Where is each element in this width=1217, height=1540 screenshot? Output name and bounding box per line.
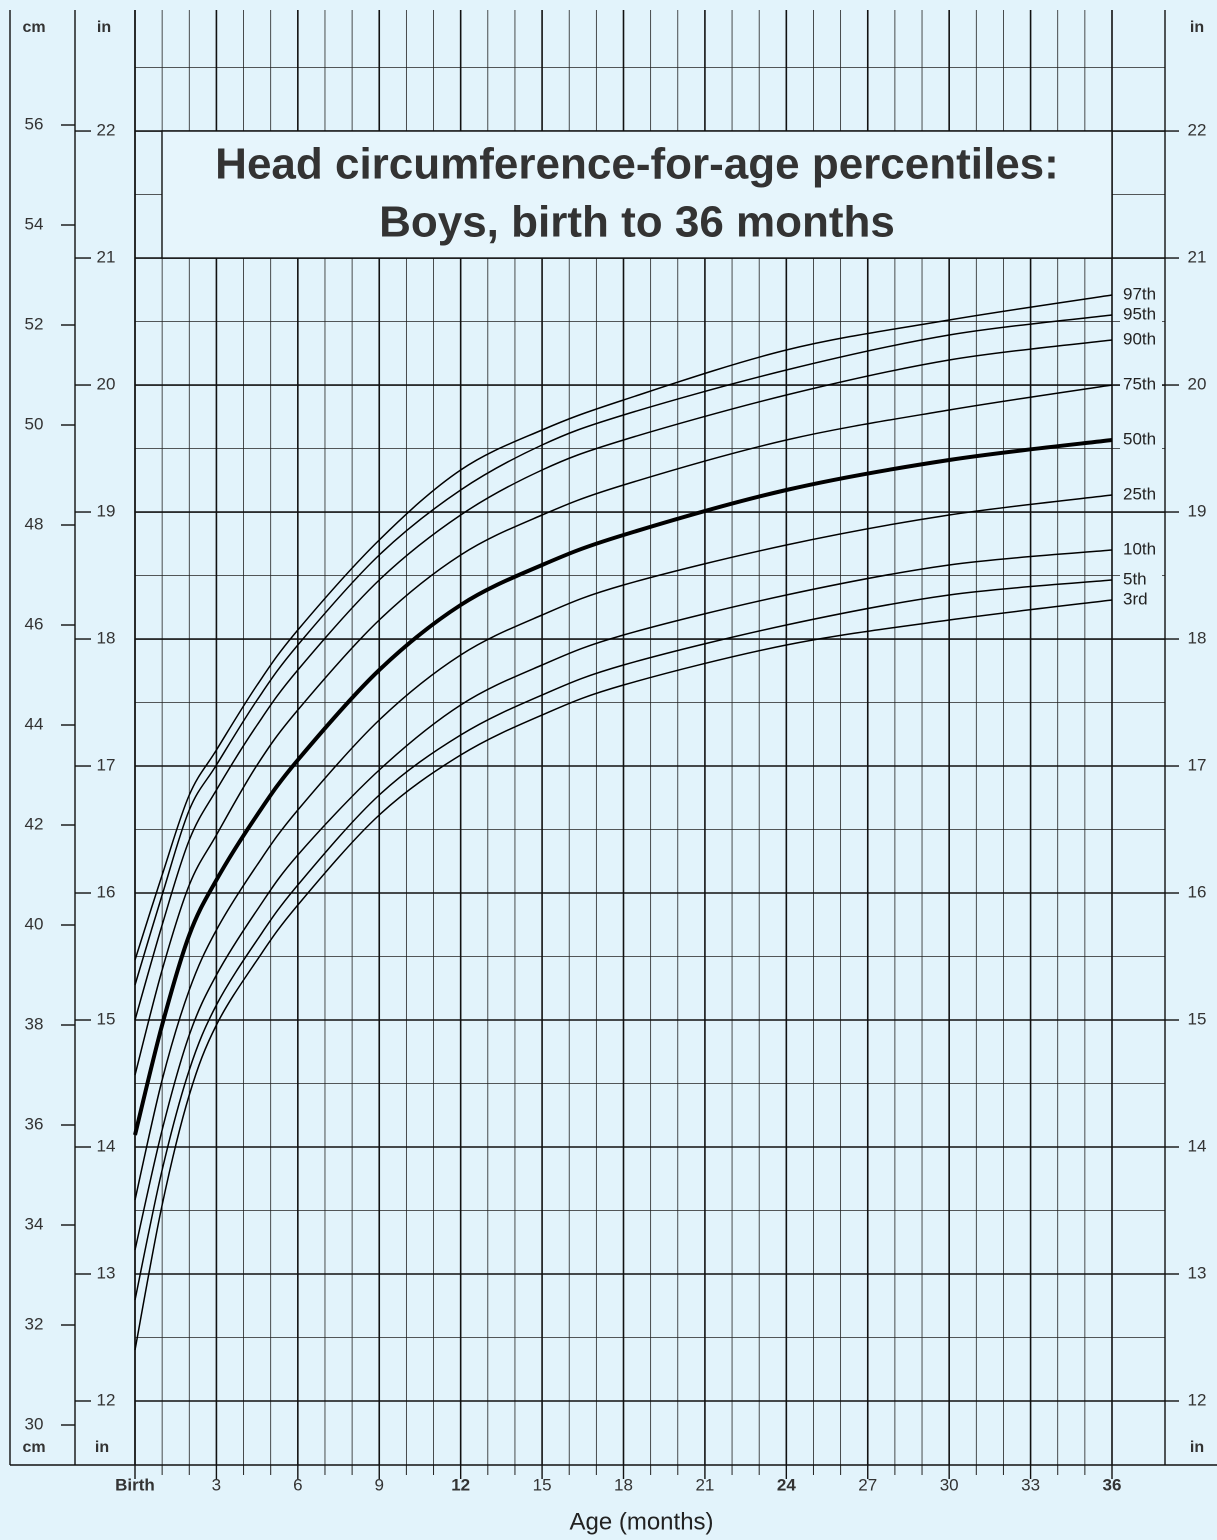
percentile-curve bbox=[133, 438, 1113, 1136]
series-label-bg bbox=[1120, 375, 1162, 395]
unit-in-bottom-right: in bbox=[1190, 1439, 1204, 1456]
x-tick-label: 21 bbox=[695, 1475, 714, 1494]
chart-subtitle: Boys, birth to 36 months bbox=[379, 198, 895, 247]
series-label-bg bbox=[1120, 540, 1162, 560]
x-tick-label: 12 bbox=[451, 1475, 470, 1494]
y2-tick-label-left: 14 bbox=[97, 1136, 116, 1155]
y2-tick-label-right: 20 bbox=[1188, 375, 1207, 394]
y2-tick-label-right: 15 bbox=[1188, 1009, 1207, 1028]
percentile-curve bbox=[134, 599, 1113, 1351]
unit-in-top-left: in bbox=[97, 19, 111, 36]
series-label: 95th bbox=[1123, 304, 1156, 323]
x-tick-label: 27 bbox=[858, 1475, 877, 1494]
series-label: 50th bbox=[1123, 429, 1156, 448]
y2-tick-label-left: 16 bbox=[97, 882, 116, 901]
y2-tick-label-right: 12 bbox=[1188, 1390, 1207, 1409]
x-tick-label: 3 bbox=[212, 1475, 221, 1494]
y2-tick-label-right: 13 bbox=[1188, 1263, 1207, 1282]
y2-tick-label-right: 16 bbox=[1188, 882, 1207, 901]
y-tick-label: 42 bbox=[25, 814, 44, 833]
unit-cm-bottom: cm bbox=[22, 1439, 45, 1456]
y2-tick-label-left: 12 bbox=[97, 1390, 116, 1409]
y2-tick-label-left: 13 bbox=[97, 1263, 116, 1282]
unit-cm-top: cm bbox=[22, 19, 45, 36]
percentile-curve bbox=[134, 579, 1113, 1301]
percentile-curve bbox=[134, 549, 1113, 1251]
y2-tick-label-right: 14 bbox=[1188, 1136, 1207, 1155]
y-tick-label: 40 bbox=[25, 914, 44, 933]
x-tick-label: 9 bbox=[375, 1475, 384, 1494]
x-axis-label: Age (months) bbox=[569, 1508, 713, 1535]
x-tick-label: 36 bbox=[1103, 1475, 1122, 1494]
y2-tick-label-left: 18 bbox=[97, 628, 116, 647]
y-tick-label: 54 bbox=[25, 214, 44, 233]
x-tick-label: 15 bbox=[533, 1475, 552, 1494]
unit-in-top-right: in bbox=[1190, 19, 1204, 36]
y2-tick-label-right: 21 bbox=[1188, 248, 1207, 267]
chart-title: Head circumference-for-age percentiles: bbox=[215, 140, 1059, 189]
y2-tick-label-right: 22 bbox=[1188, 121, 1207, 140]
series-label: 90th bbox=[1123, 329, 1156, 348]
y2-tick-label-left: 21 bbox=[97, 248, 116, 267]
y2-tick-label-left: 22 bbox=[97, 121, 116, 140]
series-label-bg bbox=[1120, 330, 1162, 350]
x-tick-label: Birth bbox=[115, 1475, 155, 1494]
y2-tick-label-right: 19 bbox=[1188, 502, 1207, 521]
y-tick-label: 46 bbox=[25, 614, 44, 633]
y-tick-label: 36 bbox=[25, 1114, 44, 1133]
y2-tick-label-left: 15 bbox=[97, 1009, 116, 1028]
y2-tick-label-right: 17 bbox=[1188, 755, 1207, 774]
unit-in-bottom-left: in bbox=[95, 1439, 109, 1456]
x-tick-label: 24 bbox=[777, 1475, 796, 1494]
percentile-curve bbox=[134, 384, 1113, 1076]
y-tick-label: 50 bbox=[25, 414, 44, 433]
series-label-bg bbox=[1120, 285, 1162, 305]
y-tick-label: 52 bbox=[25, 314, 44, 333]
series-label-bg bbox=[1120, 570, 1162, 590]
x-tick-label: 18 bbox=[614, 1475, 633, 1494]
y2-tick-label-left: 17 bbox=[97, 755, 116, 774]
y-tick-label: 44 bbox=[25, 714, 44, 733]
y-tick-label: 56 bbox=[25, 114, 44, 133]
series-label-bg bbox=[1120, 590, 1162, 610]
percentile-curve bbox=[134, 294, 1113, 961]
series-label-bg bbox=[1120, 430, 1162, 450]
series-label: 25th bbox=[1123, 484, 1156, 503]
x-tick-label: 33 bbox=[1021, 1475, 1040, 1494]
series-label: 10th bbox=[1123, 539, 1156, 558]
percentile-curve bbox=[134, 339, 1113, 1021]
series-label: 3rd bbox=[1123, 589, 1148, 608]
series-label: 75th bbox=[1123, 374, 1156, 393]
x-tick-label: 30 bbox=[940, 1475, 959, 1494]
y-tick-label: 32 bbox=[25, 1314, 44, 1333]
x-tick-label: 6 bbox=[293, 1475, 302, 1494]
percentile-curve bbox=[134, 314, 1113, 986]
y-tick-label: 48 bbox=[25, 514, 44, 533]
y-tick-label: 38 bbox=[25, 1014, 44, 1033]
y-tick-label: 30 bbox=[25, 1414, 44, 1433]
title-box bbox=[161, 130, 1113, 259]
series-label: 5th bbox=[1123, 569, 1147, 588]
series-label-bg bbox=[1120, 485, 1162, 505]
series-label: 97th bbox=[1123, 284, 1156, 303]
y2-tick-label-right: 18 bbox=[1188, 628, 1207, 647]
y-tick-label: 34 bbox=[25, 1214, 44, 1233]
y2-tick-label-left: 19 bbox=[97, 502, 116, 521]
percentile-curve bbox=[134, 494, 1113, 1201]
series-label-bg bbox=[1120, 305, 1162, 325]
y2-tick-label-left: 20 bbox=[97, 375, 116, 394]
